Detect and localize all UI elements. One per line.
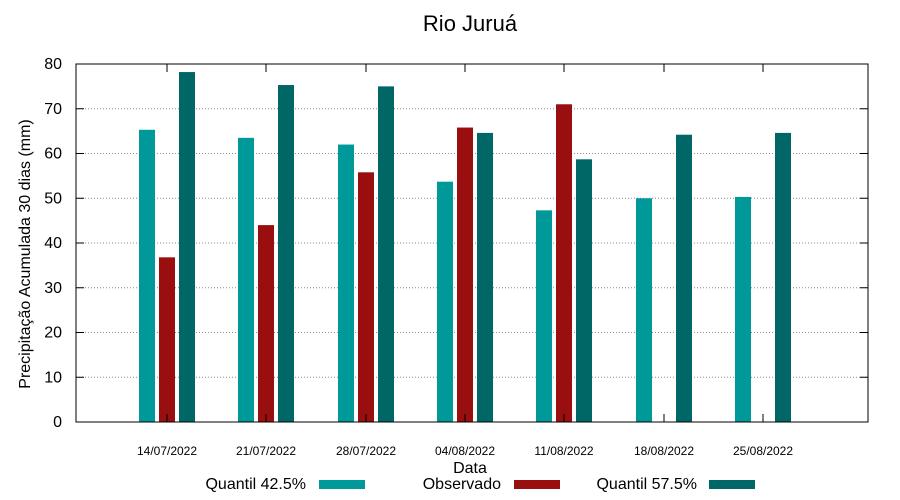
y-tick-label: 50 xyxy=(44,190,62,207)
y-tick-label: 0 xyxy=(53,414,62,431)
legend-label: Observado xyxy=(423,476,501,493)
x-tick-label: 04/08/2022 xyxy=(435,444,495,458)
legend: Quantil 42.5% Observado Quantil 57.5% xyxy=(205,476,755,493)
legend-label: Quantil 42.5% xyxy=(205,476,306,493)
bar-quantil-42-5--5 xyxy=(636,198,652,422)
bar-quantil-57-5--5 xyxy=(676,134,692,422)
y-axis-ticks: 0 10 20 30 40 50 60 70 80 xyxy=(44,56,868,431)
bar-quantil-57-5--0 xyxy=(179,72,195,423)
legend-label: Quantil 57.5% xyxy=(596,476,697,493)
legend-swatch xyxy=(709,480,755,489)
legend-swatch xyxy=(319,480,365,489)
legend-swatch xyxy=(514,480,560,489)
y-tick-label: 20 xyxy=(44,325,62,342)
bar-quantil-42-5--4 xyxy=(536,210,552,422)
x-tick-label: 25/08/2022 xyxy=(733,444,793,458)
x-tick-label: 28/07/2022 xyxy=(336,444,396,458)
bar-quantil-42-5--6 xyxy=(735,196,751,422)
y-tick-label: 80 xyxy=(44,56,62,73)
y-axis-label: Precipitação Acumulada 30 dias (mm) xyxy=(17,119,34,388)
x-axis-ticks: 14/07/2022 21/07/2022 28/07/2022 04/08/2022… xyxy=(137,64,793,458)
bar-quantil-57-5--2 xyxy=(378,86,394,422)
bar-quantil-57-5--6 xyxy=(775,132,791,423)
y-tick-label: 40 xyxy=(44,235,62,252)
x-tick-label: 14/07/2022 xyxy=(137,444,197,458)
x-axis-label: Data xyxy=(453,460,487,477)
bar-quantil-42-5--0 xyxy=(139,129,155,422)
x-tick-label: 18/08/2022 xyxy=(634,444,694,458)
y-tick-label: 30 xyxy=(44,280,62,297)
x-tick-label: 21/07/2022 xyxy=(236,444,296,458)
chart-title: Rio Juruá xyxy=(423,11,518,36)
y-tick-label: 70 xyxy=(44,101,62,118)
bar-observado-1 xyxy=(258,225,274,422)
bar-observado-3 xyxy=(457,127,473,423)
x-tick-label: 11/08/2022 xyxy=(534,444,593,458)
bars xyxy=(139,72,791,423)
bar-quantil-42-5--3 xyxy=(437,181,453,422)
bar-observado-4 xyxy=(556,104,572,423)
bar-quantil-57-5--3 xyxy=(477,132,493,423)
bar-quantil-57-5--1 xyxy=(278,85,294,422)
bar-quantil-57-5--4 xyxy=(576,159,592,422)
bar-quantil-42-5--2 xyxy=(338,144,354,423)
bar-observado-0 xyxy=(159,257,175,422)
y-tick-label: 60 xyxy=(44,146,62,163)
bar-quantil-42-5--1 xyxy=(238,137,254,422)
y-tick-label: 10 xyxy=(44,369,62,386)
bar-observado-2 xyxy=(358,172,374,422)
